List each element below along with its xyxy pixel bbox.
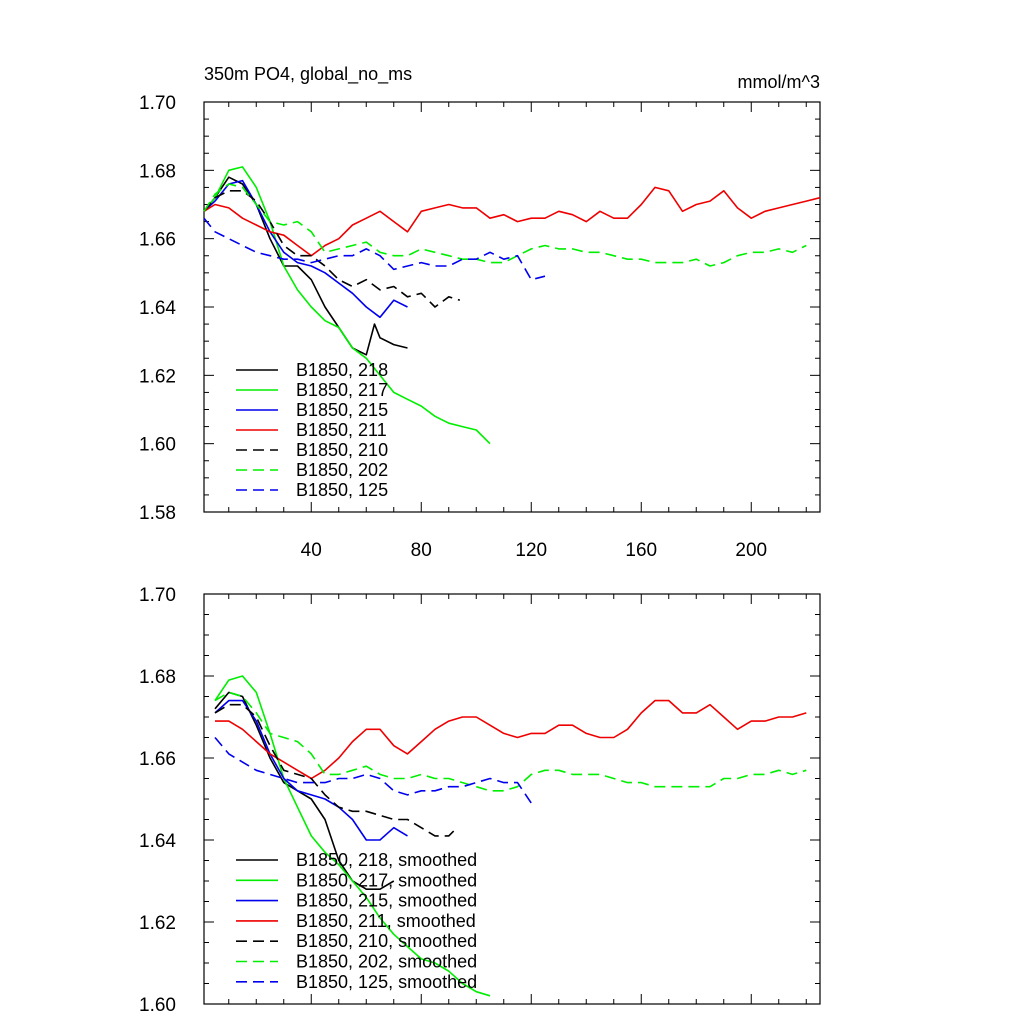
- legend-label: B1850, 211: [296, 420, 387, 440]
- x-tick-label: 160: [625, 540, 657, 561]
- series-line: [215, 699, 807, 780]
- bottom-panel: 1.60 1.62 1.64 1.66 1.68 1.70 B1850, 218, smoo…: [139, 585, 821, 1016]
- y-tick-label: 1.58: [139, 503, 176, 524]
- legend-label: B1850, 210: [296, 440, 388, 460]
- y-tick-label: 1.60: [139, 435, 176, 456]
- x-tick-label: 200: [735, 540, 767, 561]
- chart-title: 350m PO4, global_no_ms: [204, 64, 412, 85]
- legend-label: B1850, 202, smoothed: [296, 952, 477, 972]
- units-label: mmol/m^3: [738, 72, 820, 92]
- series-line: [214, 703, 458, 837]
- y-tick-label: 1.62: [139, 913, 176, 934]
- legend-label: B1850, 202: [296, 460, 388, 480]
- legend-label: B1850, 210, smoothed: [296, 931, 477, 951]
- y-tick-label: 1.68: [139, 161, 176, 182]
- legend-label: B1850, 218, smoothed: [296, 850, 477, 870]
- y-tick-label: 1.68: [139, 667, 176, 688]
- series-line: [203, 186, 821, 257]
- series-line: [203, 166, 491, 445]
- y-tick-label: 1.60: [139, 995, 176, 1016]
- y-tick-label: 1.64: [139, 298, 176, 319]
- legend-label: B1850, 211, smoothed: [296, 911, 476, 931]
- y-tick-label: 1.64: [139, 831, 176, 852]
- series-line: [214, 699, 408, 841]
- legend-label: B1850, 215: [296, 400, 388, 420]
- legend-label: B1850, 125, smoothed: [296, 972, 477, 992]
- legend-label: B1850, 215, smoothed: [296, 891, 477, 911]
- series-line: [203, 183, 807, 267]
- legend-label: B1850, 217: [296, 380, 388, 400]
- x-tick-label: 120: [515, 540, 547, 561]
- series-line: [203, 176, 408, 356]
- x-tick-label: 40: [301, 540, 322, 561]
- series-line: [203, 217, 546, 281]
- y-tick-label: 1.66: [139, 749, 176, 770]
- series-line: [214, 736, 532, 804]
- legend-label: B1850, 217, smoothed: [296, 870, 477, 890]
- series-line: [203, 190, 461, 308]
- y-tick-label: 1.62: [139, 366, 176, 387]
- x-tick-label: 80: [411, 540, 432, 561]
- legend-label: B1850, 218: [296, 360, 388, 380]
- legend-label: B1850, 125: [296, 480, 388, 500]
- top-panel: 350m PO4, global_no_ms mmol/m^3 1.58 1.60…: [139, 64, 821, 561]
- y-tick-label: 1.70: [139, 93, 176, 114]
- series-line: [214, 691, 807, 792]
- y-tick-label: 1.70: [139, 585, 176, 606]
- series-line: [203, 179, 408, 319]
- series-line: [214, 691, 395, 891]
- y-tick-label: 1.66: [139, 230, 176, 251]
- series-line: [214, 675, 491, 997]
